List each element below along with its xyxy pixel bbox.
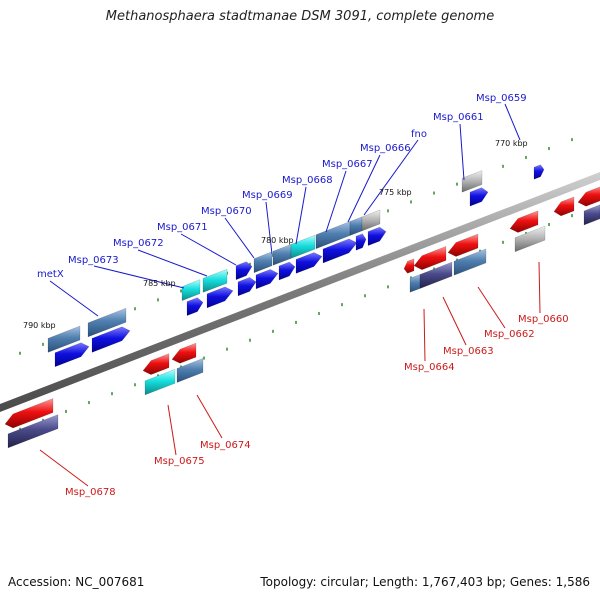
gene-block <box>419 261 453 289</box>
gene-label-fno[interactable]: fno <box>411 129 427 140</box>
gene-arrow <box>577 186 600 207</box>
gene-block <box>144 368 176 396</box>
leader-line <box>167 404 177 456</box>
genes <box>4 164 600 449</box>
gene-arrow <box>206 286 234 309</box>
gene-arrow <box>91 326 131 353</box>
gene-arrow <box>142 353 170 375</box>
gene-arrow <box>171 342 197 364</box>
gene-label-msp-0661[interactable]: Msp_0661 <box>433 112 484 123</box>
leader-line <box>265 201 273 255</box>
leader-line <box>347 154 381 223</box>
gene-block <box>361 209 381 232</box>
map-title: Methanosphaera stadtmanae DSM 3091, comp… <box>105 9 495 24</box>
genome-backbone <box>0 172 600 412</box>
gene-block <box>290 234 316 259</box>
leader-line <box>504 103 521 141</box>
scale-label-780: 780 kbp <box>261 236 294 245</box>
gene-block <box>87 307 127 338</box>
leader-line <box>49 280 99 317</box>
scale-label-785: 785 kbp <box>143 279 176 288</box>
gene-label-msp-0662[interactable]: Msp_0662 <box>484 329 535 340</box>
leader-line <box>196 394 223 439</box>
leader-line <box>459 123 465 181</box>
gene-arrow <box>322 238 358 264</box>
gene-label-msp-0675[interactable]: Msp_0675 <box>154 456 205 467</box>
gene-label-msp-0660[interactable]: Msp_0660 <box>518 314 569 325</box>
gene-arrow <box>509 210 539 233</box>
gene-label-msp-0670[interactable]: Msp_0670 <box>201 206 252 217</box>
leader-line <box>538 261 541 314</box>
gene-arrow <box>186 297 204 316</box>
leader-line <box>224 217 255 259</box>
leader-line <box>325 170 347 233</box>
gene-label-msp-0664[interactable]: Msp_0664 <box>404 362 455 373</box>
leader-line <box>295 186 307 245</box>
leader-line <box>423 308 426 362</box>
gene-label-msp-0667[interactable]: Msp_0667 <box>322 159 373 170</box>
gene-label-msp-0669[interactable]: Msp_0669 <box>242 190 293 201</box>
gene-arrow <box>4 398 54 429</box>
gene-arrow <box>403 258 415 274</box>
gene-arrow <box>447 233 479 257</box>
gene-arrow <box>295 252 323 274</box>
leader-line <box>442 296 467 346</box>
gene-label-msp-0663[interactable]: Msp_0663 <box>443 346 494 357</box>
leader-line <box>363 139 419 216</box>
gene-arrow <box>553 196 575 217</box>
gene-label-msp-0674[interactable]: Msp_0674 <box>200 440 251 451</box>
leader-line <box>137 249 208 277</box>
gene-arrow <box>255 269 279 290</box>
leader-line <box>39 449 89 487</box>
gene-block <box>453 248 487 276</box>
gene-label-msp-0673[interactable]: Msp_0673 <box>68 255 119 266</box>
scale-label-770: 770 kbp <box>495 139 528 148</box>
accession-text: Accession: NC_007681 <box>8 575 145 589</box>
gene-block <box>349 216 363 236</box>
gene-block <box>583 204 600 226</box>
gene-block <box>461 170 483 193</box>
gene-block <box>253 251 273 274</box>
leader-line <box>477 286 506 329</box>
gene-arrow <box>367 226 387 246</box>
gene-arrow <box>413 246 447 270</box>
gene-block <box>181 279 201 301</box>
gene-arrow <box>54 342 90 368</box>
gene-block <box>202 268 228 293</box>
gene-arrow <box>533 164 545 180</box>
gene-arrow <box>469 187 489 207</box>
scale-label-775: 775 kbp <box>379 188 412 197</box>
gene-label-msp-0659[interactable]: Msp_0659 <box>476 93 527 104</box>
gene-arrow <box>278 261 296 281</box>
leader-line <box>180 233 237 266</box>
gene-label-msp-0672[interactable]: Msp_0672 <box>113 238 164 249</box>
gene-block <box>514 225 546 253</box>
gene-block <box>47 325 81 353</box>
gene-label-msp-0671[interactable]: Msp_0671 <box>157 222 208 233</box>
gene-arrow <box>355 233 367 251</box>
leader-line <box>93 265 185 289</box>
genome-summary-text: Topology: circular; Length: 1,767,403 bp… <box>260 575 590 589</box>
gene-block <box>7 414 59 449</box>
label-leader-lines <box>39 103 541 487</box>
gene-block <box>176 358 204 383</box>
gene-label-msp-0678[interactable]: Msp_0678 <box>65 487 116 498</box>
gene-label-msp-0668[interactable]: Msp_0668 <box>282 175 333 186</box>
gene-label-msp-0666[interactable]: Msp_0666 <box>360 143 411 154</box>
gene-arrow <box>235 261 253 281</box>
gene-label-metx[interactable]: metX <box>37 269 64 280</box>
scale-label-790: 790 kbp <box>23 321 56 330</box>
gene-arrow <box>237 277 257 297</box>
